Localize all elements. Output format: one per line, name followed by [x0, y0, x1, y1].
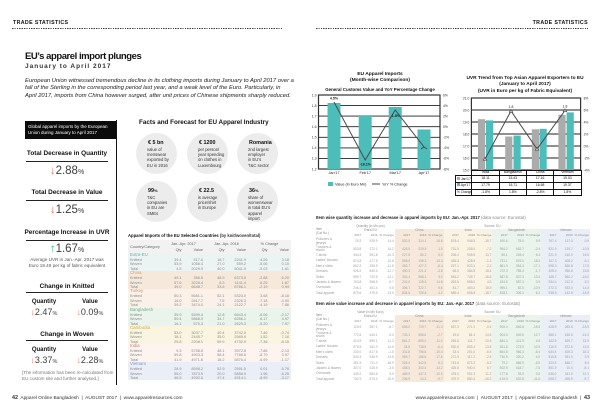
svg-text:1.4: 1.4 — [312, 146, 317, 150]
svg-text:1.5: 1.5 — [312, 136, 317, 140]
svg-text:1.6: 1.6 — [312, 125, 317, 129]
svg-text:-18.1%: -18.1% — [360, 163, 372, 167]
svg-text:17.0: 17.0 — [463, 144, 470, 148]
svg-text:Jan'17: Jan'17 — [328, 171, 339, 175]
svg-text:1.7: 1.7 — [312, 114, 317, 118]
svg-text:1.8: 1.8 — [509, 105, 514, 109]
svg-text:1.3: 1.3 — [312, 157, 317, 161]
svg-text:Value (in Euro Mn): Value (in Euro Mn) — [335, 183, 367, 187]
svg-text:8%: 8% — [584, 97, 589, 100]
svg-text:18.0: 18.0 — [463, 132, 470, 136]
svg-text:-2%: -2% — [584, 156, 590, 160]
svg-text:Apr'17: Apr'17 — [419, 171, 430, 175]
svg-text:20.0: 20.0 — [463, 108, 470, 112]
svg-text:6%: 6% — [584, 108, 589, 112]
svg-text:15.0: 15.0 — [463, 168, 470, 172]
svg-text:-2%: -2% — [443, 136, 449, 140]
svg-text:0%: 0% — [584, 144, 589, 148]
svg-text:4.5%: 4.5% — [330, 97, 339, 101]
svg-text:6%: 6% — [443, 94, 448, 97]
svg-text:2%: 2% — [584, 132, 589, 136]
svg-text:-6%: -6% — [443, 157, 449, 161]
svg-text:Feb'17: Feb'17 — [359, 171, 371, 175]
svg-text:1.8: 1.8 — [312, 104, 317, 108]
svg-text:-8%: -8% — [443, 167, 449, 171]
svg-text:-4%: -4% — [443, 146, 449, 150]
svg-text:1.2: 1.2 — [312, 167, 317, 171]
svg-text:2%: 2% — [443, 114, 448, 118]
svg-text:19.0: 19.0 — [463, 120, 470, 124]
svg-text:16.0: 16.0 — [463, 156, 470, 160]
svg-text:0%: 0% — [443, 125, 448, 129]
svg-text:4%: 4% — [584, 120, 589, 124]
svg-text:-4%: -4% — [584, 168, 590, 172]
svg-text:1.8: 1.8 — [563, 105, 568, 109]
svg-text:-1.8%: -1.8% — [391, 114, 401, 118]
svg-text:1.9: 1.9 — [312, 94, 317, 97]
svg-text:Mar'17: Mar'17 — [389, 171, 401, 175]
svg-text:4%: 4% — [443, 104, 448, 108]
svg-text:YoY % Change: YoY % Change — [382, 183, 408, 187]
svg-text:21.0: 21.0 — [463, 97, 470, 100]
